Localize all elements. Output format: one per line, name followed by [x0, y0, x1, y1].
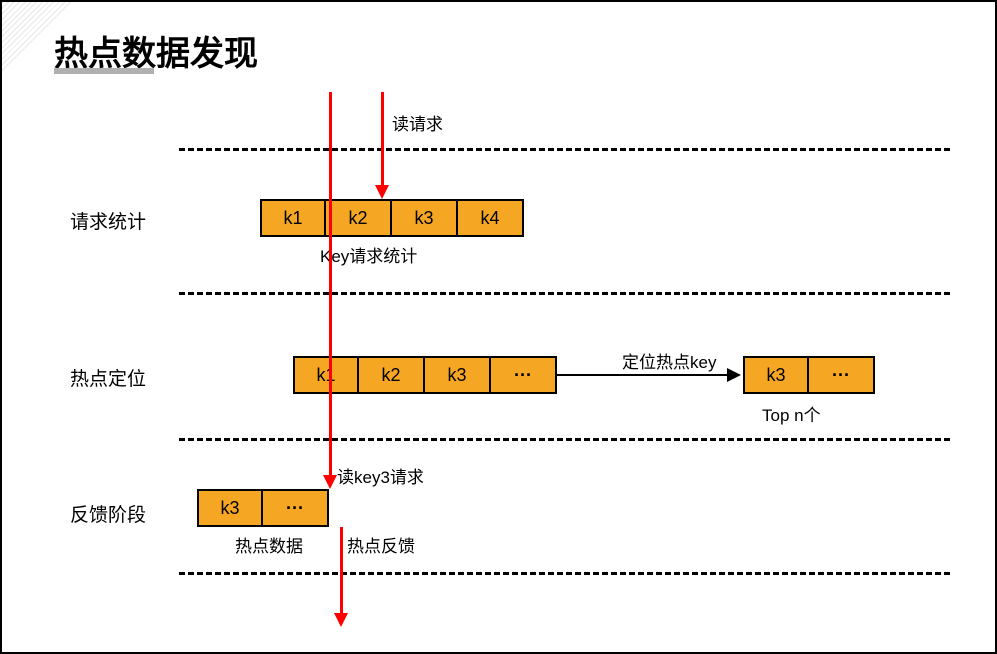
arrow-locate	[557, 374, 727, 376]
stage-label-request-stats: 请求统计	[70, 207, 146, 234]
label-read-key3: 读key3请求	[337, 463, 424, 488]
cell: ···	[491, 356, 557, 394]
label-hot-feedback: 热点反馈	[347, 532, 415, 557]
arrow-read-request	[381, 92, 384, 187]
label-hot-data: 热点数据	[235, 532, 303, 557]
cell: k3	[425, 356, 491, 394]
cell-group-locate-dst: k3 ···	[743, 356, 875, 394]
cell: ···	[263, 489, 329, 527]
arrow-read-key3	[329, 92, 332, 477]
cell: k2	[326, 199, 392, 237]
dashed-divider	[179, 148, 950, 151]
cell-group-locate-src: k1 k2 k3 ···	[293, 356, 557, 394]
cell: k4	[458, 199, 524, 237]
arrowhead-down-icon	[375, 185, 389, 199]
dashed-divider	[179, 292, 950, 295]
cell: ···	[809, 356, 875, 394]
cell: k3	[743, 356, 809, 394]
cell: k3	[197, 489, 263, 527]
label-locate-hotkey: 定位热点key	[622, 348, 716, 373]
title-underline	[54, 68, 154, 74]
arrowhead-down-icon	[323, 475, 337, 489]
cell-group-stats: k1 k2 k3 k4	[260, 199, 524, 237]
label-read-request: 读请求	[392, 110, 443, 135]
label-top-n: Top n个	[762, 401, 821, 426]
stage-label-hotspot-locate: 热点定位	[70, 364, 146, 391]
dashed-divider	[179, 572, 950, 575]
cell: k1	[293, 356, 359, 394]
arrowhead-down-icon	[334, 613, 348, 627]
stage-label-feedback: 反馈阶段	[70, 500, 146, 527]
dashed-divider	[179, 438, 950, 441]
cell: k2	[359, 356, 425, 394]
arrow-hot-feedback	[340, 527, 343, 615]
label-key-stats: Key请求统计	[320, 242, 417, 267]
cell: k3	[392, 199, 458, 237]
cell-group-feedback: k3 ···	[197, 489, 329, 527]
arrowhead-right-icon	[727, 368, 741, 382]
cell: k1	[260, 199, 326, 237]
